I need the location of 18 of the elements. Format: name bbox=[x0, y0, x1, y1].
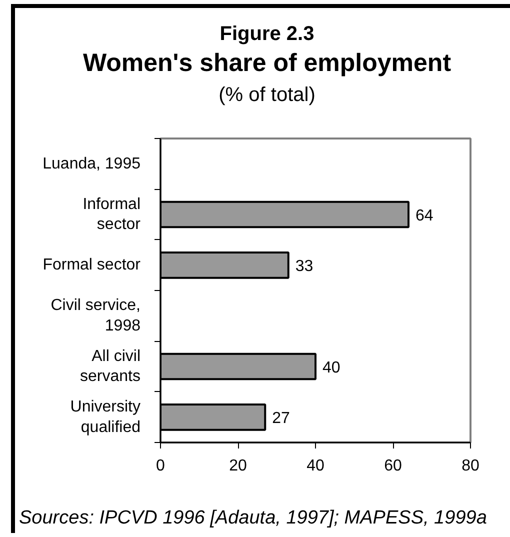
data-label: 33 bbox=[295, 258, 314, 276]
y-tick-label: All civil servants bbox=[80, 348, 140, 386]
source-note: Sources: IPCVD 1996 [Adauta, 1997]; MAPESS, 1999a bbox=[19, 508, 487, 530]
chart-title: Figure 2.3 Women's share of employment bbox=[82, 22, 452, 78]
y-tick-label: Civil service, 1998 bbox=[50, 297, 141, 335]
x-tick-label: 80 bbox=[462, 458, 480, 474]
y-tick-label: Luanda, 1995 bbox=[42, 155, 141, 172]
x-tick-label: 60 bbox=[384, 458, 402, 474]
x-tick-label: 40 bbox=[306, 458, 324, 474]
x-tick-label: 0 bbox=[156, 458, 166, 474]
data-label: 64 bbox=[416, 208, 434, 224]
data-label: 27 bbox=[272, 410, 290, 428]
y-tick-label: Informal sector bbox=[82, 196, 142, 234]
data-label: 40 bbox=[322, 360, 340, 376]
chart-subtitle: (% of total) bbox=[218, 83, 316, 107]
x-tick-label: 20 bbox=[229, 458, 247, 474]
y-tick-label: Formal sector bbox=[42, 256, 142, 274]
y-tick-label: University qualified bbox=[70, 398, 141, 436]
